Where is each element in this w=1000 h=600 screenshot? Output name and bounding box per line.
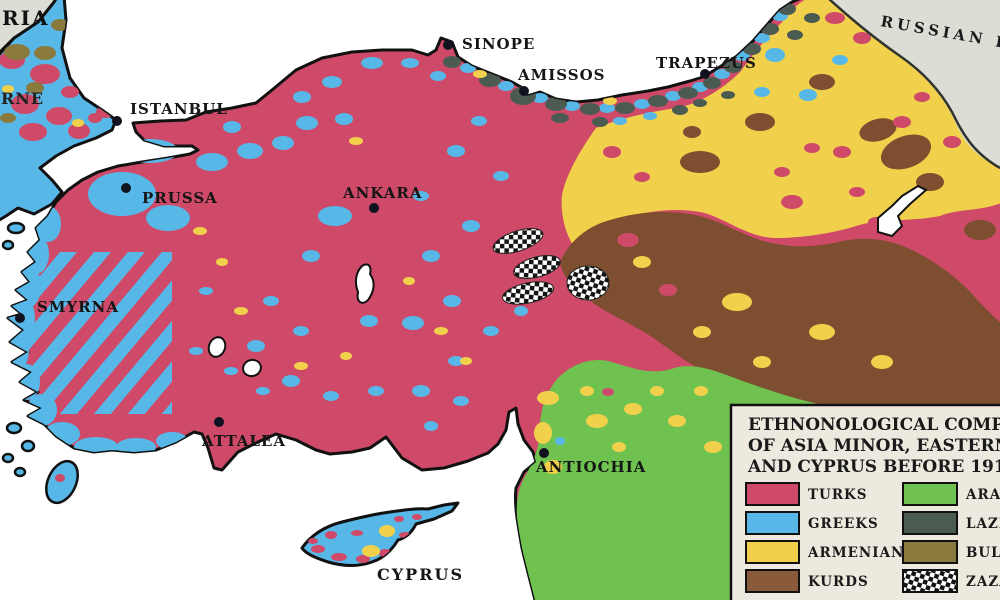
legend-swatch-greeks: [745, 511, 800, 535]
city-dots-group: [15, 40, 710, 458]
cyprus-patch-overlay: [308, 514, 422, 563]
legend-label-greeks: GREEKS: [808, 516, 879, 532]
legend-label-turks: TURKS: [808, 487, 868, 503]
legend-left-column: TURKS GREEKS ARMENIANS KURDS: [745, 482, 915, 593]
legend: ETHNONOLOGICAL COMPOSIT OF ASIA MINOR, E…: [729, 403, 1000, 600]
city-dot-istanbul: [112, 116, 122, 126]
legend-swatch-kurds: [745, 569, 800, 593]
kurdish-spot-patches-group: [680, 74, 996, 240]
legend-title-line-2: OF ASIA MINOR, EASTERN THR: [748, 436, 1000, 456]
city-label-attalea: ATTALEA: [201, 432, 286, 450]
legend-label-lazes: LAZE: [966, 516, 1000, 532]
turkish-spot-patches-group: [602, 12, 961, 396]
legend-swatch-lazes: [902, 511, 958, 535]
city-label-trapezus: TRAPEZUS: [656, 54, 757, 72]
island-turkish-patch: [55, 474, 65, 482]
city-dot-antiochia: [539, 448, 549, 458]
city-dot-sinope: [443, 40, 453, 50]
city-dot-ankara: [369, 203, 379, 213]
legend-label-kurds: KURDS: [808, 574, 869, 590]
russian-territory: [830, 0, 1000, 168]
city-dot-smyrna: [15, 313, 25, 323]
city-label-antiochia: ANTIOCHIA: [535, 458, 646, 476]
legend-title-line-3: AND CYPRUS BEFORE 1910 :: [747, 457, 1000, 477]
cyprus-turkish-patches: [308, 514, 422, 563]
city-label-ankara: ANKARA: [342, 184, 423, 202]
legend-swatch-armenians: [745, 540, 800, 564]
cyprus-armenian-patches: [362, 525, 395, 557]
thrace-patch-overlay: [0, 19, 114, 141]
city-dot-prussa: [121, 183, 131, 193]
thrace-bulgar-patches: [0, 19, 69, 123]
lake-west-2: [242, 358, 262, 378]
city-label-smyrna: SMYRNA: [37, 298, 119, 316]
city-dot-attalea: [214, 417, 224, 427]
kurdish-region: [560, 212, 1000, 426]
city-label-istanbul: ISTANBUL: [130, 100, 228, 118]
legend-label-bulgars: BULG: [966, 545, 1000, 561]
lake-tuz: [354, 263, 375, 304]
city-dot-trapezus: [700, 69, 710, 79]
lakes-group: [207, 184, 928, 378]
legend-swatch-arabs: [902, 482, 958, 506]
legend-label-arabs: ARAB: [965, 487, 1000, 503]
legend-swatch-zazas: [902, 569, 958, 593]
legend-swatch-bulgars: [902, 540, 958, 564]
city-labels-group: ISTANBUL SINOPE AMISSOS TRAPEZUS ANKARA …: [37, 35, 757, 584]
russian-border-line: [828, 0, 1000, 170]
city-dot-amissos: [519, 86, 529, 96]
zaza-patches-group: [492, 228, 610, 305]
region-label-bulgaria: RIA: [2, 6, 50, 30]
armenian-region: [561, 0, 1000, 252]
thrace-armenian-patches: [2, 85, 84, 127]
island-label-cyprus: CYPRUS: [377, 565, 464, 584]
legend-label-zazas: ZAZA: [966, 574, 1000, 590]
legend-label-armenians: ARMENIANS: [807, 545, 915, 561]
armenian-spot-patches-group: [147, 70, 893, 474]
legend-swatch-turks: [745, 482, 800, 506]
thrace-turkish-patches: [0, 51, 114, 141]
city-label-sinope: SINOPE: [462, 35, 535, 53]
city-label-prussa: PRUSSA: [142, 189, 218, 207]
islands-group: [1, 221, 79, 505]
laze-patches-group: [443, 3, 820, 127]
lake-van: [877, 184, 928, 238]
lake-west-1: [207, 336, 227, 358]
legend-title-line-1: ETHNONOLOGICAL COMPOSIT: [748, 415, 1000, 435]
region-label-edirne: RNE: [1, 89, 44, 108]
city-label-amissos: AMISSOS: [517, 66, 606, 84]
legend-right-column: ARAB LAZE BULG ZAZA: [902, 482, 1000, 593]
bulgaria-territory: [0, 0, 57, 55]
